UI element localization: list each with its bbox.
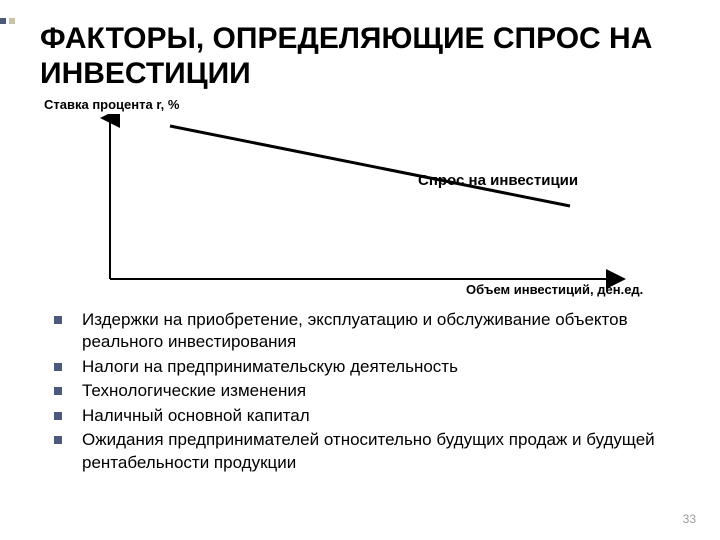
list-item: Издержки на приобретение, эксплуатацию и… — [48, 309, 688, 354]
slide-title: ФАКТОРЫ, ОПРЕДЕЛЯЮЩИЕ СПРОС НА ИНВЕСТИЦИ… — [40, 22, 688, 91]
list-item: Налоги на предпринимательскую деятельнос… — [48, 356, 688, 378]
list-item: Технологические изменения — [48, 380, 688, 402]
chart-svg — [100, 114, 660, 299]
y-axis-label: Ставка процента r, % — [44, 97, 688, 112]
investment-demand-chart: Спрос на инвестиции Объем инвестиций, де… — [100, 114, 660, 299]
x-axis-label: Объем инвестиций, ден.ед. — [466, 282, 643, 297]
list-item: Ожидания предпринимателей относительно б… — [48, 429, 688, 474]
demand-line-label: Спрос на инвестиции — [418, 172, 578, 189]
list-item: Наличный основной капитал — [48, 405, 688, 427]
page-number: 33 — [683, 512, 696, 526]
decor-square-2 — [9, 18, 15, 24]
factors-list: Издержки на приобретение, эксплуатацию и… — [40, 309, 688, 474]
demand-line — [170, 126, 570, 206]
decor-square-1 — [0, 18, 6, 24]
decor-squares — [0, 18, 15, 24]
